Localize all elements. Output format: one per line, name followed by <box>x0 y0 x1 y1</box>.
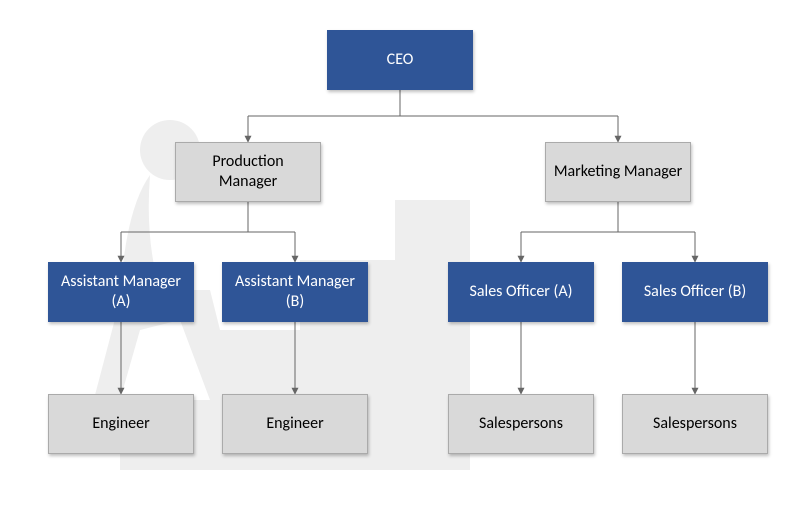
node-sales-officer-b: Sales Officer (B) <box>622 262 768 322</box>
node-label: Assistant Manager (B) <box>229 272 361 312</box>
node-salespersons-1: Salespersons <box>448 394 594 454</box>
node-label: Assistant Manager (A) <box>55 272 187 312</box>
node-marketing-manager: Marketing Manager <box>545 142 691 202</box>
node-label: Production Manager <box>182 152 314 192</box>
node-label: CEO <box>387 50 414 70</box>
node-label: Sales Officer (A) <box>470 282 573 302</box>
node-assistant-manager-a: Assistant Manager (A) <box>48 262 194 322</box>
node-label: Engineer <box>266 414 323 434</box>
node-label: Salespersons <box>653 414 737 434</box>
node-engineer-2: Engineer <box>222 394 368 454</box>
node-label: Marketing Manager <box>554 162 682 182</box>
node-production-manager: Production Manager <box>175 142 321 202</box>
node-salespersons-2: Salespersons <box>622 394 768 454</box>
node-label: Engineer <box>92 414 149 434</box>
node-label: Sales Officer (B) <box>644 282 746 302</box>
node-engineer-1: Engineer <box>48 394 194 454</box>
node-ceo: CEO <box>327 30 473 90</box>
node-assistant-manager-b: Assistant Manager (B) <box>222 262 368 322</box>
node-sales-officer-a: Sales Officer (A) <box>448 262 594 322</box>
node-label: Salespersons <box>479 414 563 434</box>
